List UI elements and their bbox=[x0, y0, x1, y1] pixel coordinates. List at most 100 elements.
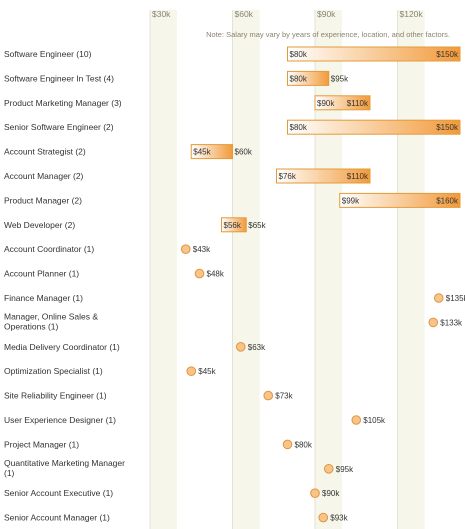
range-max-label: $150k bbox=[436, 123, 459, 132]
grid-band bbox=[315, 10, 342, 529]
row-label: Product Manager (2) bbox=[4, 195, 82, 205]
grid-band bbox=[397, 10, 425, 529]
chart-row: Finance Manager (1) $135k bbox=[4, 293, 465, 303]
chart-row: Media Delivery Coordinator (1) $63k bbox=[4, 342, 266, 352]
value-label: $45k bbox=[198, 367, 216, 376]
range-max-label: $110k bbox=[347, 99, 369, 108]
chart-row: Web Developer (2) $56k $65k bbox=[4, 217, 267, 233]
value-label: $135k bbox=[446, 294, 465, 303]
chart-row: User Experience Designer (1) $105k bbox=[4, 415, 386, 425]
chart-row: Software Engineer In Test (4) $80k $95k bbox=[4, 70, 349, 86]
chart-row: Account Coordinator (1) $43k bbox=[4, 244, 211, 254]
range-min-label: $80k bbox=[290, 123, 308, 132]
row-label: Project Manager (1) bbox=[4, 439, 79, 449]
chart-row: Senior Account Manager (1) $93k bbox=[4, 513, 349, 523]
chart-row: Account Planner (1) $48k bbox=[4, 269, 225, 279]
row-label: Software Engineer (10) bbox=[4, 49, 92, 59]
range-min-label: $80k bbox=[290, 50, 308, 59]
chart-row: Software Engineer (10) $80k $150k bbox=[4, 46, 461, 62]
range-max-label: $110k bbox=[347, 172, 369, 181]
range-bar bbox=[287, 70, 330, 86]
range-max-label: $95k bbox=[331, 74, 349, 83]
range-bar bbox=[314, 95, 371, 111]
range-min-label: $45k bbox=[193, 148, 211, 157]
value-dot bbox=[310, 488, 320, 499]
row-label: Senior Software Engineer (2) bbox=[4, 122, 114, 132]
row-label: Quantitative Marketing Manager (1) bbox=[4, 458, 125, 478]
x-tick-label: $30k bbox=[152, 9, 171, 19]
range-max-label: $65k bbox=[248, 221, 266, 230]
value-dot bbox=[194, 268, 205, 279]
row-label: Media Delivery Coordinator (1) bbox=[4, 342, 120, 352]
range-max-label: $60k bbox=[235, 148, 253, 157]
row-label: Site Reliability Engineer (1) bbox=[4, 391, 107, 401]
range-bar bbox=[190, 144, 233, 160]
range-bar bbox=[287, 119, 461, 135]
value-label: $63k bbox=[248, 343, 266, 352]
value-dot bbox=[186, 366, 197, 377]
chart-row: Site Reliability Engineer (1) $73k bbox=[4, 391, 294, 401]
chart-row: Project Manager (1) $80k bbox=[4, 439, 313, 449]
chart-row: Account Manager (2) $76k $110k bbox=[4, 168, 371, 184]
chart-row: Account Strategist (2) $45k $60k bbox=[4, 144, 253, 160]
value-dot bbox=[428, 317, 439, 328]
x-tick-label: $60k bbox=[235, 9, 254, 19]
grid-band bbox=[232, 10, 260, 529]
range-min-label: $99k bbox=[342, 196, 360, 205]
value-dot bbox=[433, 293, 444, 303]
range-min-label: $90k bbox=[317, 99, 335, 108]
chart-note-group: Note: Salary may vary by years of experi… bbox=[206, 30, 450, 39]
value-label: $48k bbox=[207, 270, 225, 279]
row-label: Manager, Online Sales & Operations (1) bbox=[4, 311, 98, 331]
chart-note: Note: Salary may vary by years of experi… bbox=[206, 30, 450, 39]
value-label: $73k bbox=[275, 392, 293, 401]
range-max-label: $150k bbox=[436, 50, 459, 59]
chart-rows: Software Engineer (10) $80k $150kSoftware … bbox=[4, 46, 465, 523]
row-label: Account Manager (2) bbox=[4, 171, 84, 181]
x-tick-label: $90k bbox=[317, 9, 336, 19]
row-label: Web Developer (2) bbox=[4, 220, 75, 230]
value-label: $80k bbox=[295, 440, 313, 449]
value-label: $43k bbox=[193, 245, 211, 254]
value-dot bbox=[323, 464, 334, 474]
x-tick-label: $120k bbox=[400, 9, 424, 19]
chart-row: Product Manager (2) $99k $160k bbox=[4, 192, 461, 208]
range-bar bbox=[339, 192, 461, 208]
value-dot bbox=[318, 512, 329, 523]
value-label: $95k bbox=[336, 465, 354, 474]
x-axis: $30k$60k$90k$120k$150k bbox=[152, 9, 424, 19]
chart-row: Optimization Specialist (1) $45k bbox=[4, 366, 217, 376]
row-label: Senior Account Executive (1) bbox=[4, 488, 113, 498]
row-label: Software Engineer In Test (4) bbox=[4, 73, 114, 83]
value-dot bbox=[263, 390, 274, 401]
chart-row: Manager, Online Sales & Operations (1) $13… bbox=[4, 311, 463, 331]
range-bar bbox=[287, 46, 461, 62]
range-min-label: $80k bbox=[290, 74, 308, 83]
value-label: $93k bbox=[330, 514, 348, 523]
chart-row: Quantitative Marketing Manager (1) $95k bbox=[4, 458, 354, 478]
range-bar bbox=[276, 168, 371, 184]
row-label: Account Coordinator (1) bbox=[4, 244, 94, 254]
value-dot bbox=[235, 342, 246, 352]
range-bar bbox=[221, 217, 247, 233]
range-min-label: $56k bbox=[224, 221, 242, 230]
row-label: Senior Account Manager (1) bbox=[4, 513, 110, 523]
row-label: Optimization Specialist (1) bbox=[4, 366, 103, 376]
value-dot bbox=[180, 244, 191, 254]
value-label: $133k bbox=[440, 318, 463, 327]
range-min-label: $76k bbox=[279, 172, 297, 181]
chart-row: Senior Account Executive (1) $90k bbox=[4, 488, 340, 498]
grid-band bbox=[150, 10, 177, 529]
row-label: Product Marketing Manager (3) bbox=[4, 98, 122, 108]
row-label: Account Strategist (2) bbox=[4, 147, 86, 157]
value-dot bbox=[282, 439, 293, 450]
range-max-label: $160k bbox=[436, 196, 459, 205]
value-dot bbox=[351, 415, 362, 425]
chart-row: Product Marketing Manager (3) $90k $110k bbox=[4, 95, 371, 111]
value-label: $90k bbox=[322, 489, 340, 498]
row-label: Finance Manager (1) bbox=[4, 293, 83, 303]
row-label: User Experience Designer (1) bbox=[4, 415, 116, 425]
chart-row: Senior Software Engineer (2) $80k $150k bbox=[4, 119, 461, 135]
value-label: $105k bbox=[363, 416, 386, 425]
